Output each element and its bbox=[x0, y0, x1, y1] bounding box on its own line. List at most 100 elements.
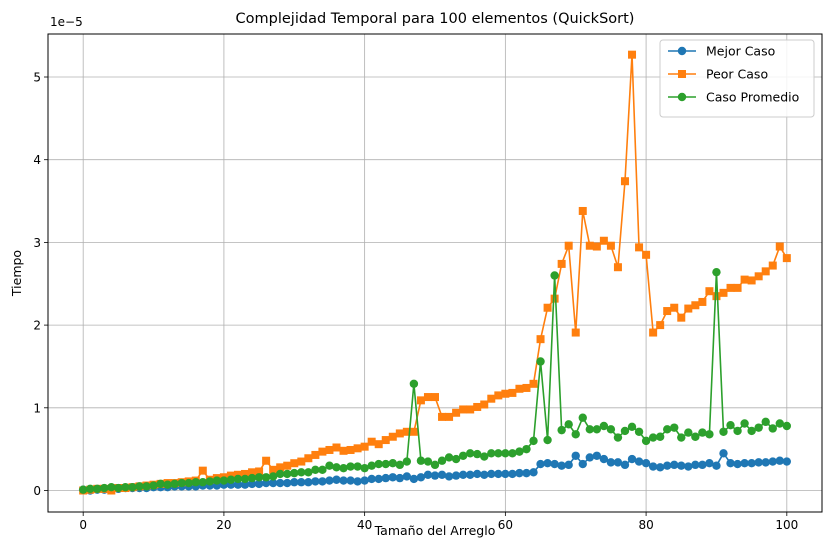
data-point bbox=[599, 421, 609, 431]
data-point bbox=[353, 444, 362, 453]
data-point bbox=[381, 459, 390, 469]
data-point bbox=[761, 458, 770, 467]
data-point bbox=[571, 430, 580, 439]
data-point bbox=[269, 465, 278, 474]
data-point bbox=[93, 484, 102, 494]
data-point bbox=[487, 394, 496, 403]
x-tick-label: 40 bbox=[357, 518, 372, 532]
data-point bbox=[367, 437, 376, 446]
data-point bbox=[332, 463, 341, 472]
data-point bbox=[283, 478, 292, 488]
data-point bbox=[698, 297, 707, 306]
data-point bbox=[606, 425, 616, 434]
data-point bbox=[501, 449, 510, 458]
data-point bbox=[290, 478, 299, 487]
data-point bbox=[261, 473, 271, 482]
data-point bbox=[473, 402, 482, 411]
data-point bbox=[557, 461, 566, 470]
data-point bbox=[149, 481, 158, 490]
data-point bbox=[170, 479, 179, 489]
data-point bbox=[613, 458, 623, 467]
data-point bbox=[283, 461, 292, 470]
data-point bbox=[677, 313, 686, 322]
data-point bbox=[360, 442, 369, 451]
data-point bbox=[670, 303, 679, 312]
data-point bbox=[656, 321, 665, 330]
data-point bbox=[395, 429, 404, 438]
data-point bbox=[578, 413, 587, 422]
data-point bbox=[395, 473, 405, 483]
data-point bbox=[754, 272, 763, 281]
data-point bbox=[691, 432, 700, 441]
data-point bbox=[402, 457, 412, 466]
data-point bbox=[248, 468, 257, 477]
legend-box bbox=[659, 39, 815, 118]
data-point bbox=[705, 430, 714, 439]
data-point bbox=[775, 419, 784, 428]
data-point bbox=[649, 328, 658, 337]
data-point bbox=[360, 476, 369, 485]
y-tick-label: 4 bbox=[33, 153, 41, 167]
data-point bbox=[438, 412, 447, 421]
data-point bbox=[585, 425, 594, 434]
data-point bbox=[641, 436, 651, 446]
data-point bbox=[353, 477, 362, 486]
data-point bbox=[86, 484, 95, 494]
x-tick-label: 80 bbox=[638, 518, 653, 532]
data-point bbox=[283, 469, 292, 479]
data-point bbox=[388, 459, 397, 468]
data-point bbox=[177, 478, 186, 488]
data-point bbox=[452, 408, 461, 417]
data-point bbox=[318, 477, 327, 486]
data-point bbox=[444, 453, 454, 462]
data-point bbox=[740, 419, 749, 428]
data-point bbox=[768, 261, 777, 270]
data-point bbox=[655, 463, 665, 472]
data-point bbox=[648, 433, 658, 442]
data-point bbox=[606, 241, 615, 250]
data-point bbox=[339, 463, 348, 473]
data-point bbox=[240, 474, 250, 484]
data-point bbox=[388, 473, 397, 482]
data-point bbox=[613, 263, 622, 272]
data-point bbox=[325, 461, 334, 470]
data-point bbox=[719, 288, 728, 297]
data-point bbox=[550, 271, 559, 280]
data-point bbox=[466, 405, 475, 414]
data-point bbox=[459, 405, 468, 414]
data-point bbox=[550, 294, 559, 303]
x-tick-label: 60 bbox=[498, 518, 513, 532]
data-point bbox=[458, 470, 468, 479]
data-point bbox=[634, 457, 644, 466]
axis-ticks: 0 20 40 60 80 100 0 1 2 3 4 5 bbox=[33, 71, 798, 532]
legend-label: Caso Promedio bbox=[706, 90, 799, 105]
data-point bbox=[353, 462, 362, 471]
data-point bbox=[768, 457, 777, 466]
data-point bbox=[409, 379, 419, 389]
data-point bbox=[761, 417, 770, 427]
data-point bbox=[262, 456, 271, 465]
data-point bbox=[670, 460, 679, 470]
legend-marker bbox=[678, 70, 686, 78]
data-point bbox=[536, 335, 545, 344]
data-point bbox=[550, 459, 559, 469]
plot-frame bbox=[47, 33, 823, 513]
legend: Mejor Caso Peor Caso Caso Promedio bbox=[659, 39, 815, 118]
data-point bbox=[740, 275, 749, 284]
y-tick-label: 5 bbox=[33, 71, 41, 85]
data-point bbox=[663, 425, 672, 434]
data-point bbox=[473, 449, 482, 459]
data-point bbox=[508, 469, 517, 479]
data-point bbox=[571, 328, 580, 337]
data-point bbox=[564, 460, 573, 470]
data-point bbox=[733, 459, 742, 469]
data-point bbox=[543, 435, 552, 445]
data-point bbox=[297, 468, 306, 477]
data-point bbox=[494, 469, 503, 479]
data-point bbox=[754, 458, 763, 467]
data-point bbox=[578, 459, 587, 469]
data-point bbox=[747, 426, 756, 436]
data-point bbox=[156, 479, 165, 489]
data-point bbox=[332, 475, 341, 484]
